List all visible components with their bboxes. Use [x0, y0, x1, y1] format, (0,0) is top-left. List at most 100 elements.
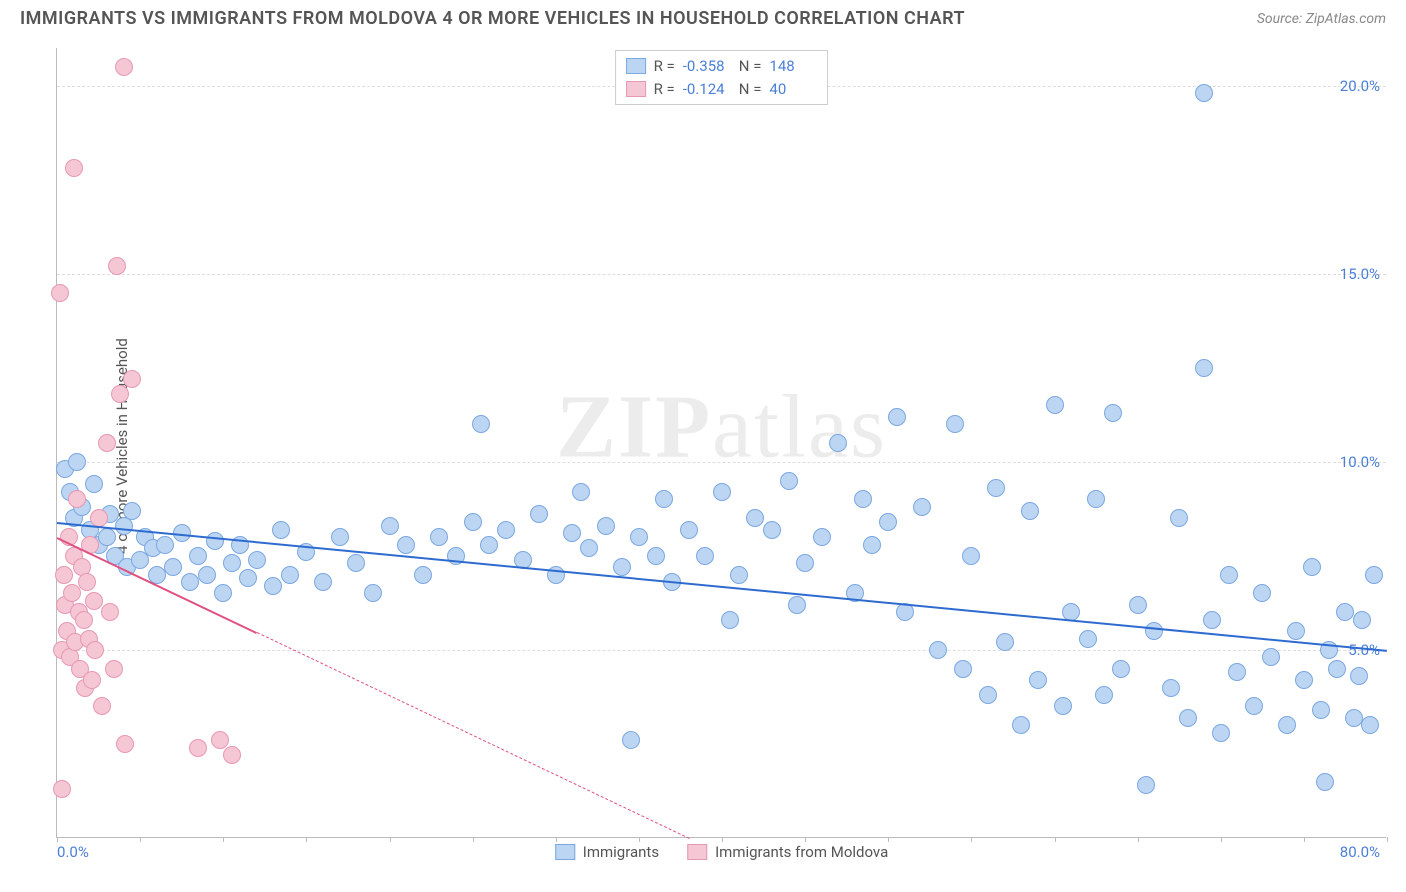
- data-point: [93, 697, 111, 715]
- data-point: [1046, 396, 1064, 414]
- legend-swatch: [555, 844, 575, 860]
- header: IMMIGRANTS VS IMMIGRANTS FROM MOLDOVA 4 …: [0, 0, 1406, 35]
- data-point: [1170, 509, 1188, 527]
- data-point: [979, 686, 997, 704]
- data-point: [189, 739, 207, 757]
- x-tick-mark: [1055, 837, 1056, 842]
- data-point: [78, 573, 96, 591]
- data-point: [98, 434, 116, 452]
- data-point: [1212, 724, 1230, 742]
- y-tick-label: 15.0%: [1340, 265, 1380, 283]
- data-point: [854, 490, 872, 508]
- data-point: [630, 528, 648, 546]
- legend-item: Immigrants: [555, 843, 659, 861]
- data-point: [1316, 773, 1334, 791]
- data-point: [530, 505, 548, 523]
- data-point: [248, 551, 266, 569]
- data-point: [397, 536, 415, 554]
- data-point: [1021, 502, 1039, 520]
- legend-label: Immigrants: [583, 843, 659, 861]
- data-point: [1228, 663, 1246, 681]
- data-point: [51, 284, 69, 302]
- data-point: [655, 490, 673, 508]
- data-point: [696, 547, 714, 565]
- data-point: [929, 641, 947, 659]
- data-point: [1220, 566, 1238, 584]
- data-point: [55, 566, 73, 584]
- data-point: [1179, 709, 1197, 727]
- data-point: [381, 517, 399, 535]
- chart-title: IMMIGRANTS VS IMMIGRANTS FROM MOLDOVA 4 …: [20, 8, 965, 29]
- x-tick-mark: [223, 837, 224, 842]
- data-point: [1104, 404, 1122, 422]
- legend-n-value: 148: [769, 55, 817, 78]
- legend-r-label: R =: [654, 55, 675, 78]
- data-point: [547, 566, 565, 584]
- x-tick-mark: [1387, 837, 1388, 842]
- data-point: [788, 596, 806, 614]
- x-tick-mark: [888, 837, 889, 842]
- data-point: [796, 554, 814, 572]
- data-point: [105, 660, 123, 678]
- data-point: [281, 566, 299, 584]
- data-point: [156, 536, 174, 554]
- data-point: [430, 528, 448, 546]
- data-point: [75, 611, 93, 629]
- data-point: [1328, 660, 1346, 678]
- x-tick-mark: [57, 837, 58, 842]
- data-point: [1253, 584, 1271, 602]
- data-point: [1245, 697, 1263, 715]
- data-point: [1029, 671, 1047, 689]
- legend-swatch: [626, 58, 646, 74]
- data-point: [813, 528, 831, 546]
- x-tick-mark: [1304, 837, 1305, 842]
- data-point: [472, 415, 490, 433]
- scatter-chart: ZIPatlas 5.0%10.0%15.0%20.0%0.0%80.0%R =…: [56, 48, 1386, 838]
- y-tick-label: 20.0%: [1340, 77, 1380, 95]
- x-tick-mark: [722, 837, 723, 842]
- data-point: [647, 547, 665, 565]
- legend-r-value: -0.124: [683, 78, 731, 101]
- data-point: [68, 453, 86, 471]
- data-point: [497, 521, 515, 539]
- data-point: [1365, 566, 1383, 584]
- data-point: [111, 385, 129, 403]
- data-point: [1303, 558, 1321, 576]
- data-point: [1054, 697, 1072, 715]
- y-tick-label: 10.0%: [1340, 453, 1380, 471]
- data-point: [622, 731, 640, 749]
- data-point: [863, 536, 881, 554]
- legend-row: R =-0.124N =40: [626, 78, 818, 101]
- x-tick-mark: [306, 837, 307, 842]
- data-point: [1095, 686, 1113, 704]
- data-point: [987, 479, 1005, 497]
- data-point: [1361, 716, 1379, 734]
- x-tick-mark: [805, 837, 806, 842]
- data-point: [181, 573, 199, 591]
- legend-r-value: -0.358: [683, 55, 731, 78]
- legend-item: Immigrants from Moldova: [687, 843, 888, 861]
- data-point: [1350, 667, 1368, 685]
- data-point: [879, 513, 897, 531]
- data-point: [1087, 490, 1105, 508]
- data-point: [1012, 716, 1030, 734]
- data-point: [108, 257, 126, 275]
- data-point: [214, 584, 232, 602]
- gridline: [57, 650, 1386, 651]
- x-tick-mark: [556, 837, 557, 842]
- data-point: [829, 434, 847, 452]
- source-label: Source: ZipAtlas.com: [1257, 11, 1386, 27]
- data-point: [347, 554, 365, 572]
- data-point: [730, 566, 748, 584]
- data-point: [414, 566, 432, 584]
- data-point: [780, 472, 798, 490]
- data-point: [123, 502, 141, 520]
- data-point: [83, 671, 101, 689]
- data-point: [86, 641, 104, 659]
- data-point: [1129, 596, 1147, 614]
- data-point: [68, 490, 86, 508]
- correlation-legend: R =-0.358N =148R =-0.124N =40: [615, 50, 829, 105]
- gridline: [57, 462, 1386, 463]
- data-point: [946, 415, 964, 433]
- data-point: [1295, 671, 1313, 689]
